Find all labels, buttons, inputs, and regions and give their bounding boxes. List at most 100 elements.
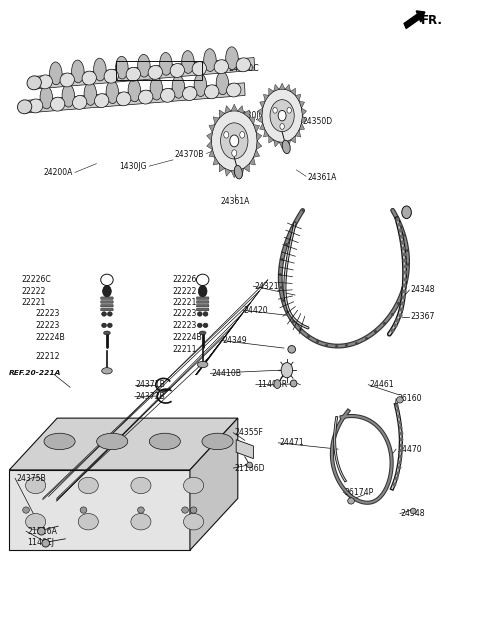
Text: 24470: 24470: [397, 444, 421, 454]
Text: 24200A: 24200A: [43, 168, 72, 177]
Polygon shape: [253, 149, 260, 157]
Ellipse shape: [49, 62, 62, 85]
Polygon shape: [269, 88, 274, 96]
Ellipse shape: [95, 94, 109, 108]
Text: 24471: 24471: [279, 438, 304, 448]
Ellipse shape: [96, 433, 128, 449]
Polygon shape: [295, 130, 301, 137]
Circle shape: [211, 111, 257, 171]
Polygon shape: [299, 123, 304, 130]
Circle shape: [274, 380, 281, 389]
FancyBboxPatch shape: [196, 308, 209, 311]
Polygon shape: [274, 140, 279, 147]
Ellipse shape: [128, 79, 141, 102]
Ellipse shape: [196, 274, 209, 285]
Circle shape: [103, 285, 111, 297]
Ellipse shape: [183, 513, 204, 530]
Polygon shape: [279, 142, 285, 148]
Ellipse shape: [203, 312, 208, 316]
Text: 24375B: 24375B: [16, 473, 46, 483]
Ellipse shape: [40, 86, 52, 109]
Ellipse shape: [172, 75, 185, 98]
Ellipse shape: [204, 85, 219, 99]
Text: 22211: 22211: [172, 345, 197, 354]
Ellipse shape: [160, 89, 175, 103]
Text: 24361A: 24361A: [220, 197, 250, 206]
Ellipse shape: [50, 97, 65, 111]
Text: 24420: 24420: [244, 306, 268, 315]
Ellipse shape: [247, 462, 252, 468]
Polygon shape: [225, 106, 231, 113]
Text: 22222: 22222: [172, 287, 196, 296]
Ellipse shape: [108, 323, 112, 327]
Ellipse shape: [234, 165, 242, 179]
Circle shape: [221, 123, 248, 159]
Text: 22224B: 22224B: [36, 334, 65, 342]
Polygon shape: [24, 83, 245, 113]
Ellipse shape: [197, 323, 202, 327]
Ellipse shape: [106, 81, 119, 104]
Circle shape: [287, 108, 291, 113]
Text: 24321: 24321: [254, 282, 279, 291]
Circle shape: [280, 123, 284, 129]
Ellipse shape: [149, 433, 180, 449]
FancyArrow shape: [404, 11, 425, 28]
Polygon shape: [9, 418, 238, 470]
Polygon shape: [213, 117, 219, 125]
Ellipse shape: [197, 361, 208, 368]
Ellipse shape: [28, 99, 43, 113]
Ellipse shape: [44, 433, 75, 449]
Text: 26160: 26160: [397, 394, 421, 403]
Ellipse shape: [104, 69, 119, 83]
Ellipse shape: [23, 507, 29, 513]
Text: 1140ER: 1140ER: [257, 380, 287, 389]
Polygon shape: [209, 125, 215, 132]
Polygon shape: [301, 108, 307, 116]
Ellipse shape: [139, 90, 153, 104]
Polygon shape: [236, 440, 253, 459]
Ellipse shape: [282, 140, 290, 154]
Text: 22212: 22212: [36, 353, 60, 361]
Polygon shape: [244, 110, 249, 118]
Text: REF.20-221A: REF.20-221A: [9, 370, 62, 377]
Polygon shape: [244, 164, 249, 172]
Ellipse shape: [396, 397, 403, 403]
Polygon shape: [285, 84, 290, 91]
Polygon shape: [290, 88, 296, 96]
Ellipse shape: [102, 312, 107, 316]
Ellipse shape: [25, 477, 46, 494]
Polygon shape: [231, 171, 238, 178]
Ellipse shape: [348, 498, 354, 504]
Polygon shape: [238, 168, 244, 176]
FancyBboxPatch shape: [196, 297, 209, 299]
FancyBboxPatch shape: [196, 304, 209, 307]
Ellipse shape: [82, 71, 96, 85]
Ellipse shape: [182, 51, 194, 73]
Text: 22221: 22221: [22, 298, 46, 307]
Ellipse shape: [190, 507, 197, 513]
Polygon shape: [231, 104, 238, 111]
Text: 22223: 22223: [172, 321, 196, 330]
Polygon shape: [209, 149, 215, 157]
Ellipse shape: [126, 67, 141, 81]
Polygon shape: [256, 132, 262, 141]
Text: 24355F: 24355F: [234, 428, 263, 437]
Polygon shape: [253, 125, 260, 132]
Polygon shape: [256, 141, 262, 149]
Circle shape: [402, 206, 411, 218]
Ellipse shape: [102, 323, 107, 327]
Ellipse shape: [226, 47, 238, 70]
Text: 1430JG: 1430JG: [238, 111, 265, 120]
Circle shape: [273, 108, 277, 113]
Text: 24350D: 24350D: [302, 118, 332, 127]
Polygon shape: [258, 116, 263, 123]
Circle shape: [230, 135, 239, 147]
Text: 24349: 24349: [223, 336, 247, 345]
Ellipse shape: [236, 58, 251, 72]
Circle shape: [240, 132, 245, 138]
Ellipse shape: [170, 63, 184, 77]
Text: 21186D: 21186D: [234, 463, 265, 473]
Text: 1140EJ: 1140EJ: [27, 538, 54, 547]
Polygon shape: [249, 117, 255, 125]
FancyBboxPatch shape: [101, 297, 113, 299]
